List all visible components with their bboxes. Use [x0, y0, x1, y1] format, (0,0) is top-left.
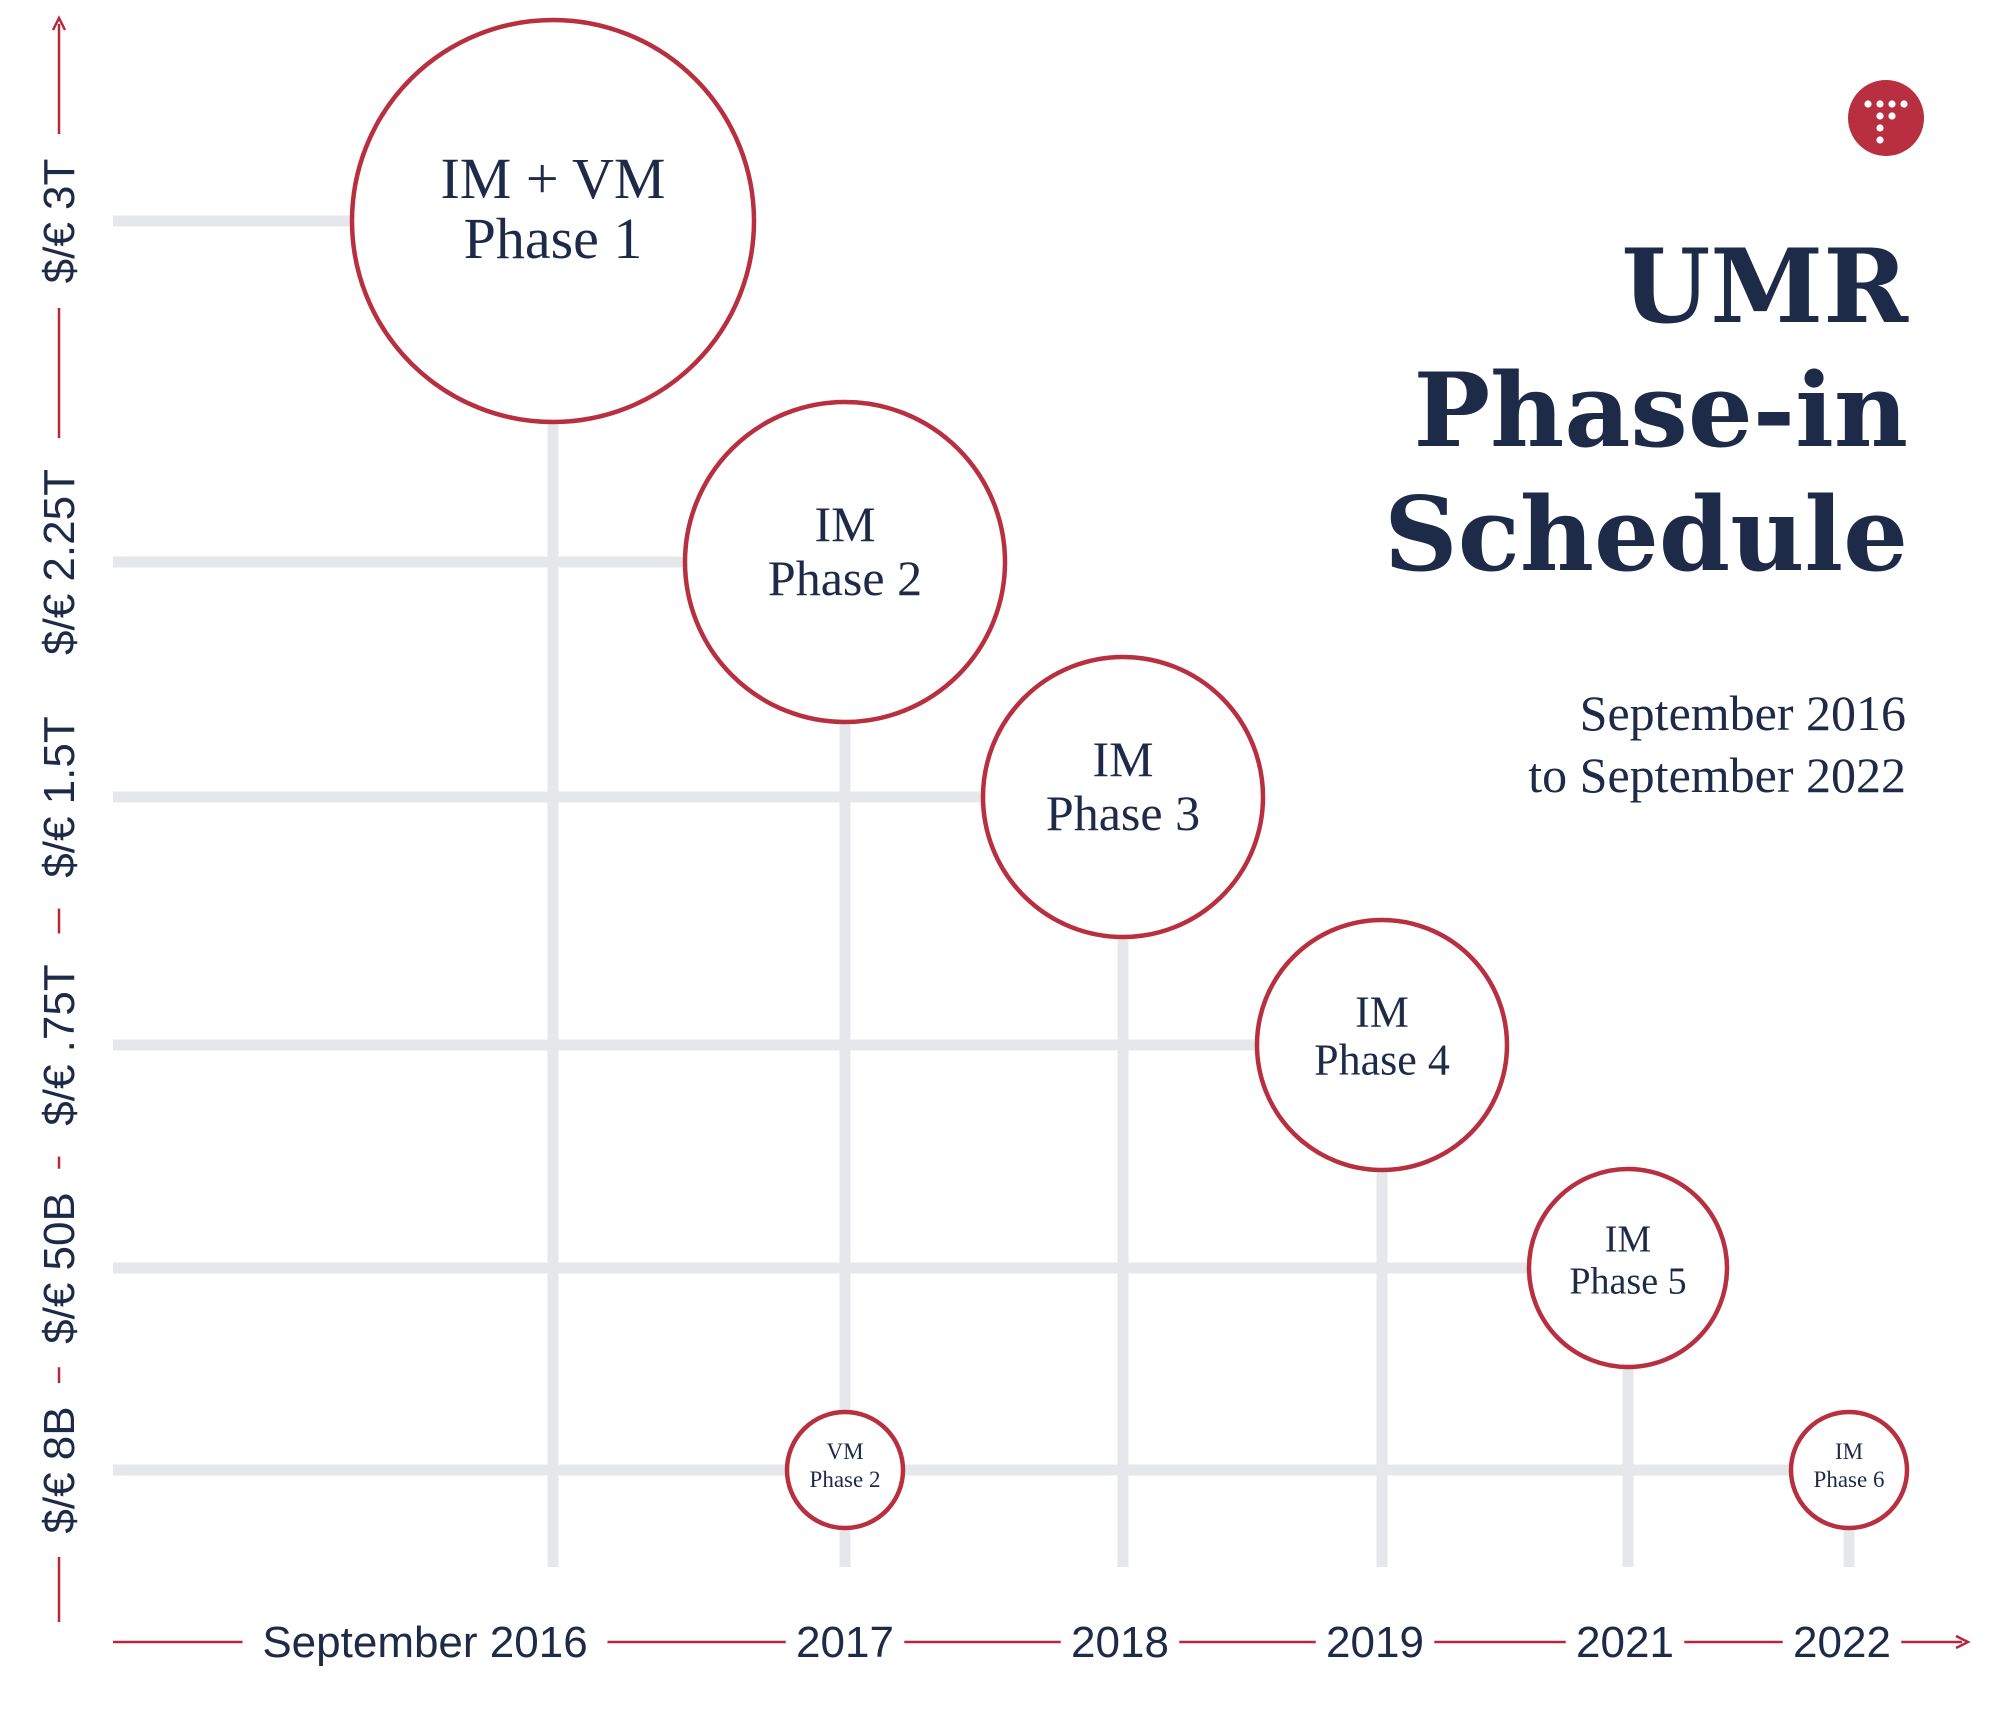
chart-title: UMR Phase-in Schedule [1384, 227, 1909, 595]
bubble-label-line-1: IM [1605, 1219, 1651, 1261]
y-tick-label-75t: $/€ .75T [35, 964, 84, 1125]
y-tick-mask [35, 685, 83, 909]
phase-bubble-im-phase-6: IM Phase 6 [1788, 1409, 1910, 1531]
y-axis: $/€ 8B $/€ 50B $/€ .75T $/€ 1.5T $/€ 2.25T $/… [35, 15, 84, 1622]
chart-subtitle: September 2016 to September 2022 [1528, 685, 1906, 803]
y-tick-label-8b: $/€ 8B [35, 1406, 84, 1533]
y-tick-mask [35, 1168, 83, 1368]
bubble-circle [682, 399, 1008, 725]
bubble-circle [784, 1409, 906, 1531]
x-tick-label-september-2016: September 2016 [262, 1618, 587, 1667]
bubble-label-line-2: Phase 2 [768, 550, 922, 606]
x-tick-label-2021: 2021 [1576, 1618, 1674, 1667]
bubble-label-line-1: IM [814, 496, 875, 552]
bubble-circle [980, 654, 1266, 940]
bubble-circle [1254, 917, 1510, 1173]
bubble-label-line-1: IM [1355, 987, 1409, 1036]
title-line-1: UMR [1621, 227, 1909, 347]
y-tick-label-1-5t: $/€ 1.5T [35, 716, 84, 877]
logo-circle [1848, 80, 1924, 156]
y-tick-mask [35, 134, 83, 308]
bubble-label-line-2: Phase 2 [810, 1467, 881, 1492]
bubble-label-line-2: Phase 6 [1814, 1467, 1885, 1492]
x-tick-label-2019: 2019 [1326, 1618, 1424, 1667]
dot-grid-icon [1864, 100, 1908, 144]
bubble-circle [1788, 1409, 1910, 1531]
bubble-circle [349, 17, 757, 425]
subtitle-line-2: to September 2022 [1528, 747, 1906, 803]
bubble-label-line-1: IM + VM [440, 146, 665, 211]
x-tick-label-2017: 2017 [796, 1618, 894, 1667]
bubble-circle [1526, 1166, 1730, 1370]
axis-layer: $/€ 8B $/€ 50B $/€ .75T $/€ 1.5T $/€ 2.25T $/… [35, 15, 1971, 1668]
bubble-label-line-1: IM [1092, 731, 1153, 787]
y-tick-label-50b: $/€ 50B [35, 1192, 84, 1344]
x-tick-mask [1315, 1616, 1435, 1668]
y-axis-arrow [51, 15, 67, 31]
y-tick-mask [35, 1383, 83, 1557]
bubble-label-line-1: IM [1835, 1439, 1863, 1464]
bubble-label-line-2: Phase 1 [464, 206, 643, 271]
phase-bubble-vm-phase-2: VM Phase 2 [784, 1409, 906, 1531]
bubble-label-line-2: Phase 5 [1569, 1261, 1686, 1303]
title-line-2: Phase-in [1413, 351, 1908, 471]
y-tick-label-2-25t: $/€ 2.25T [35, 469, 84, 655]
logo-badge [1848, 80, 1924, 156]
x-tick-mask [1060, 1616, 1180, 1668]
bubble-label-line-2: Phase 4 [1314, 1035, 1450, 1084]
x-tick-mask [242, 1616, 608, 1668]
x-tick-mask [1782, 1616, 1902, 1668]
x-tick-mask [785, 1616, 905, 1668]
x-tick-label-2018: 2018 [1071, 1618, 1169, 1667]
x-axis-arrow [1955, 1634, 1971, 1650]
x-tick-label-2022: 2022 [1793, 1618, 1891, 1667]
x-tick-mask [1565, 1616, 1685, 1668]
x-axis: September 2016 2017 2018 2019 2021 2022 [113, 1616, 1971, 1668]
subtitle-line-1: September 2016 [1580, 685, 1906, 741]
bubble-label-line-1: VM [826, 1439, 863, 1464]
y-tick-mask [35, 438, 83, 686]
title-line-3: Schedule [1384, 475, 1908, 595]
y-tick-mask [35, 933, 83, 1157]
bubble-label-line-2: Phase 3 [1046, 785, 1200, 841]
y-tick-label-3t: $/€ 3T [35, 159, 84, 284]
